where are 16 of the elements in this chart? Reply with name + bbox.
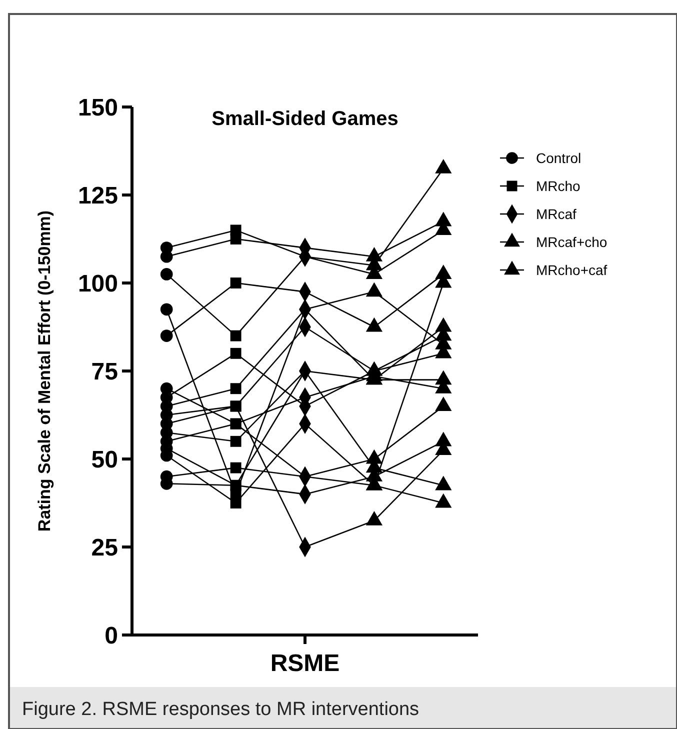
caption: Figure 2. RSME responses to MR interventions — [22, 699, 420, 720]
y-tick-label: 25 — [91, 534, 118, 562]
legend-label: MRcaf — [536, 206, 577, 222]
legend-label: MRcaf+cho — [536, 234, 608, 250]
y-tick-label: 125 — [78, 182, 118, 210]
chart-title: Small-Sided Games — [212, 108, 398, 130]
y-tick-label: 150 — [78, 94, 118, 122]
x-axis-title: RSME — [270, 650, 340, 677]
legend-label: MRcho — [536, 178, 581, 194]
y-tick-label: 50 — [91, 446, 118, 474]
y-tick-label: 0 — [104, 622, 118, 650]
y-axis-title: Rating Scale of Mental Effort (0-150mm) — [35, 210, 54, 532]
legend-label: Control — [536, 150, 582, 166]
legend-label: MRcho+caf — [536, 262, 608, 278]
y-tick-label: 100 — [78, 270, 118, 298]
y-tick-label: 75 — [91, 358, 118, 386]
